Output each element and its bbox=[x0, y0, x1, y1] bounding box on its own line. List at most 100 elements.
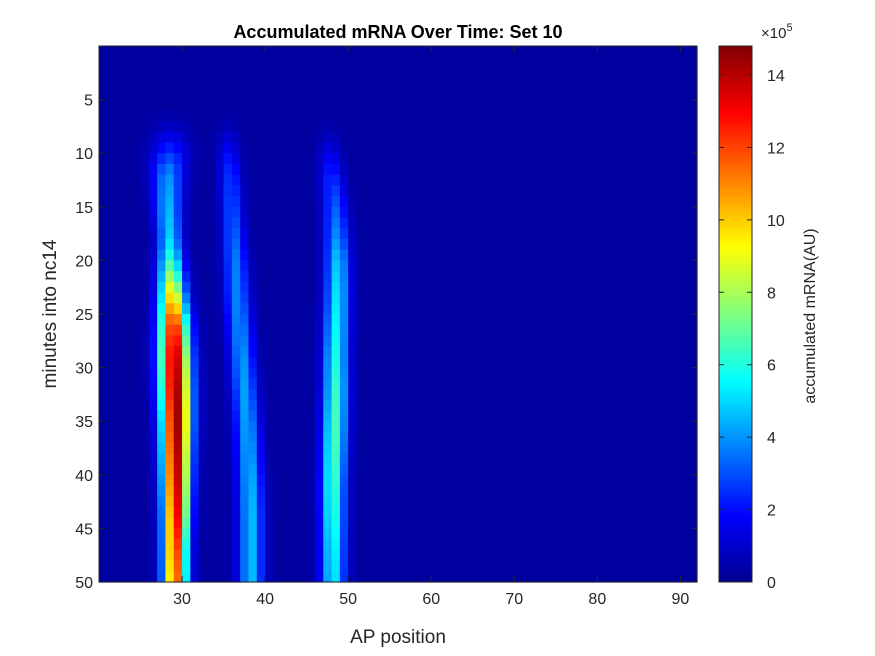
heatmap-cell bbox=[514, 399, 524, 412]
heatmap-cell bbox=[364, 260, 374, 272]
heatmap-cell bbox=[539, 421, 549, 433]
heatmap-cell bbox=[182, 281, 191, 294]
heatmap-cell bbox=[489, 539, 499, 551]
heatmap-cell bbox=[281, 560, 291, 572]
heatmap-cell bbox=[672, 196, 681, 208]
heatmap-cell bbox=[547, 378, 557, 390]
heatmap-cell bbox=[248, 346, 258, 358]
heatmap-cell bbox=[148, 238, 158, 251]
heatmap-cell bbox=[273, 206, 283, 219]
heatmap-cell bbox=[555, 292, 565, 304]
heatmap-cell bbox=[248, 549, 258, 562]
heatmap-cell bbox=[223, 56, 233, 69]
heatmap-cell bbox=[323, 78, 333, 90]
heatmap-cell bbox=[256, 517, 266, 529]
heatmap-cell bbox=[123, 67, 133, 79]
heatmap-cell bbox=[406, 474, 416, 487]
heatmap-cell bbox=[99, 335, 108, 347]
heatmap-cell bbox=[306, 185, 316, 197]
heatmap-cell bbox=[505, 99, 515, 111]
heatmap-cell bbox=[389, 464, 399, 476]
heatmap-cell bbox=[414, 174, 424, 186]
heatmap-cell bbox=[298, 238, 308, 251]
heatmap-cell bbox=[414, 356, 424, 369]
heatmap-cell bbox=[622, 539, 632, 551]
heatmap-cell bbox=[539, 260, 549, 272]
heatmap-cell bbox=[522, 78, 532, 90]
heatmap-cell bbox=[198, 367, 208, 379]
heatmap-cell bbox=[107, 528, 117, 540]
heatmap-cell bbox=[472, 453, 482, 465]
heatmap-cell bbox=[481, 46, 490, 58]
heatmap-cell bbox=[572, 260, 582, 272]
heatmap-cell bbox=[231, 549, 241, 562]
heatmap-cell bbox=[148, 378, 158, 390]
heatmap-cell bbox=[364, 153, 374, 165]
heatmap-cell bbox=[464, 110, 474, 122]
heatmap-cell bbox=[148, 228, 158, 240]
heatmap-cell bbox=[290, 153, 299, 165]
heatmap-cell bbox=[290, 292, 299, 304]
heatmap-cell bbox=[505, 174, 515, 186]
heatmap-cell bbox=[265, 474, 275, 487]
heatmap-cell bbox=[647, 228, 657, 240]
heatmap-cell bbox=[688, 506, 698, 519]
heatmap-cell bbox=[173, 389, 183, 401]
heatmap-cell bbox=[597, 560, 607, 572]
heatmap-cell bbox=[647, 464, 657, 476]
heatmap-cell bbox=[381, 549, 391, 562]
heatmap-cell bbox=[182, 78, 191, 90]
heatmap-cell bbox=[173, 442, 183, 454]
heatmap-cell bbox=[613, 271, 623, 283]
heatmap-cell bbox=[240, 303, 250, 315]
heatmap-cell bbox=[539, 46, 549, 58]
heatmap-cell bbox=[115, 496, 125, 508]
heatmap-cell bbox=[165, 303, 175, 315]
heatmap-cell bbox=[630, 281, 640, 294]
heatmap-cell bbox=[663, 496, 673, 508]
heatmap-cell bbox=[107, 474, 117, 487]
heatmap-cell bbox=[223, 421, 233, 433]
heatmap-cell bbox=[182, 131, 191, 144]
heatmap-cell bbox=[115, 88, 125, 101]
heatmap-cell bbox=[157, 571, 167, 583]
heatmap-cell bbox=[555, 517, 565, 529]
heatmap-cell bbox=[107, 99, 117, 111]
heatmap-cell bbox=[688, 249, 698, 261]
heatmap-cell bbox=[389, 517, 399, 529]
heatmap-cell bbox=[314, 217, 324, 229]
heatmap-cell bbox=[356, 196, 366, 208]
heatmap-cell bbox=[356, 153, 366, 165]
y-tick-label: 45 bbox=[75, 521, 93, 538]
heatmap-cell bbox=[190, 88, 200, 101]
heatmap-cell bbox=[422, 399, 432, 412]
heatmap-cell bbox=[165, 453, 175, 465]
heatmap-cell bbox=[398, 163, 407, 176]
heatmap-cell bbox=[688, 517, 698, 529]
heatmap-cell bbox=[173, 56, 183, 69]
heatmap-cell bbox=[638, 142, 648, 154]
heatmap-cell bbox=[256, 324, 266, 337]
heatmap-cell bbox=[622, 324, 632, 337]
heatmap-cell bbox=[248, 496, 258, 508]
heatmap-cell bbox=[489, 517, 499, 529]
heatmap-cell bbox=[339, 46, 349, 58]
heatmap-cell bbox=[198, 346, 208, 358]
heatmap-cell bbox=[132, 260, 142, 272]
heatmap-cell bbox=[348, 474, 358, 487]
heatmap-cell bbox=[348, 517, 358, 529]
heatmap-cell bbox=[431, 496, 441, 508]
heatmap-cell bbox=[331, 410, 341, 422]
heatmap-cell bbox=[381, 539, 391, 551]
heatmap-cell bbox=[580, 196, 590, 208]
heatmap-cell bbox=[140, 260, 150, 272]
heatmap-cell bbox=[597, 238, 607, 251]
heatmap-cell bbox=[148, 249, 158, 261]
heatmap-cell bbox=[323, 442, 333, 454]
heatmap-cell bbox=[140, 67, 150, 79]
heatmap-cell bbox=[157, 367, 167, 379]
heatmap-cell bbox=[647, 78, 657, 90]
heatmap-cell bbox=[514, 367, 524, 379]
heatmap-cell bbox=[422, 67, 432, 79]
